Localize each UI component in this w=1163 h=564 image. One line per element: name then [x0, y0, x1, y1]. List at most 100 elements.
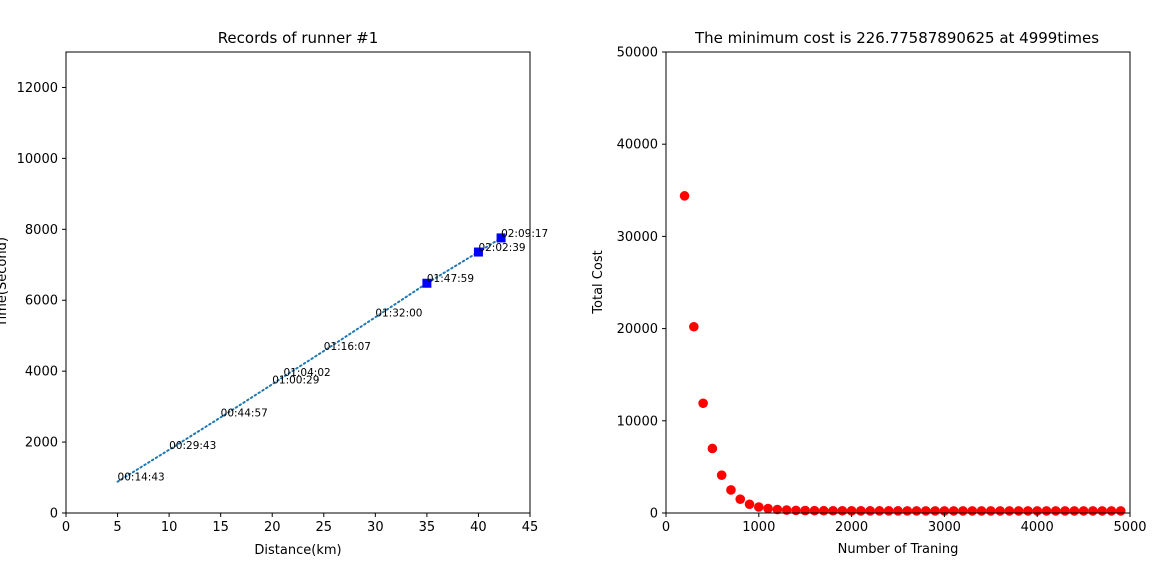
data-label: 00:44:57	[221, 407, 268, 419]
data-point	[930, 506, 940, 516]
x-tick-label: 25	[316, 520, 333, 535]
y-tick-label: 8000	[25, 223, 58, 238]
series-line	[116, 236, 503, 483]
y-tick-label: 40000	[617, 138, 658, 153]
data-point	[911, 506, 922, 516]
y-tick-label: 50000	[617, 46, 658, 61]
plot-area: 00:14:43 00:29:43 00:44:57 01:00:2901:04:02…	[116, 228, 548, 484]
data-point	[772, 504, 783, 515]
x-tick-label: 5000	[1113, 520, 1146, 535]
x-tick-label: 2000	[835, 520, 868, 535]
data-label: 01:47:59	[427, 273, 474, 285]
data-label: 02:02:39	[478, 242, 525, 254]
data-point	[1041, 506, 1052, 516]
data-label: 01:16:07	[324, 341, 371, 353]
data-point	[856, 506, 866, 516]
x-tick-label: 0	[62, 520, 70, 535]
data-point	[689, 321, 699, 332]
x-tick-label: 45	[522, 520, 539, 535]
data-point	[893, 506, 903, 516]
data-point	[976, 506, 987, 516]
axis-ticks: 0 5 10 15 20 25 30 35 40 45 0 2000 4000 6000 8000 10000…	[17, 81, 539, 535]
x-tick-label: 1000	[742, 520, 775, 535]
y-axis-label: Time(Second)	[0, 237, 10, 328]
data-point	[1115, 506, 1126, 516]
chart-runner-records: Records of runner #1 00:14:4300:29:4300:…	[0, 29, 548, 558]
chart-title: The minimum cost is 226.77587890625 at 4…	[694, 29, 1099, 47]
x-tick-label: 3000	[928, 520, 961, 535]
data-point	[809, 505, 820, 516]
x-tick-label: 0	[662, 520, 670, 535]
y-tick-label: 20000	[617, 322, 658, 337]
data-point	[679, 191, 690, 201]
data-label: 02:09:17	[501, 228, 548, 240]
data-point	[763, 503, 773, 514]
data-label: 01:32:00	[375, 307, 422, 319]
x-tick-label: 5	[113, 520, 121, 535]
y-tick-label: 0	[50, 507, 58, 522]
data-point	[698, 398, 708, 409]
data-point	[865, 506, 875, 516]
y-tick-label: 4000	[25, 365, 58, 380]
chart-training-cost: The minimum cost is 226.77587890625 at 4…	[591, 29, 1147, 557]
y-tick-label: 2000	[25, 436, 58, 451]
data-point	[735, 494, 746, 504]
x-tick-label: 20	[264, 520, 281, 535]
axis-ticks: 0 1000 2000 3000 4000 50000100002000030000400…	[617, 46, 1147, 536]
data-point	[1060, 506, 1070, 516]
data-point	[1097, 506, 1107, 516]
y-tick-label: 6000	[25, 294, 58, 309]
data-point	[800, 505, 810, 516]
data-point	[902, 506, 913, 516]
data-point	[754, 502, 764, 512]
data-point	[744, 499, 755, 510]
axes-frame	[665, 51, 1131, 514]
x-tick-label: 4000	[1021, 520, 1054, 535]
y-tick-label: 10000	[617, 414, 658, 429]
data-point	[791, 505, 801, 516]
data-point-marker	[422, 278, 432, 288]
data-point	[958, 506, 968, 516]
data-point	[1106, 506, 1117, 516]
data-point	[986, 506, 996, 516]
x-tick-label: 10	[161, 520, 178, 535]
data-point	[818, 505, 829, 516]
x-tick-label: 30	[367, 520, 384, 535]
y-tick-label: 10000	[17, 152, 58, 167]
data-point	[781, 505, 792, 515]
data-point	[707, 443, 718, 454]
data-point	[967, 506, 978, 516]
data-label: 01:00:29	[272, 374, 319, 386]
x-tick-label: 15	[212, 520, 229, 535]
data-label: 01:04:02	[284, 367, 331, 379]
y-tick-label: 30000	[617, 230, 658, 245]
x-axis-label: Distance(km)	[254, 543, 341, 558]
x-axis-label: Number of Traning	[838, 542, 959, 557]
data-point	[948, 506, 959, 516]
data-point	[1078, 506, 1089, 516]
data-point-marker	[473, 247, 483, 257]
y-tick-label: 0	[650, 507, 658, 522]
data-point	[837, 505, 848, 516]
data-label: 00:29:43	[169, 440, 216, 452]
data-point	[1013, 506, 1024, 516]
data-point	[995, 506, 1005, 516]
data-point	[883, 506, 894, 516]
data-point	[1050, 506, 1061, 516]
axes-frame	[65, 51, 531, 514]
data-point-marker	[496, 233, 506, 243]
data-point	[726, 485, 736, 495]
data-point	[1069, 506, 1080, 516]
chart-title: Records of runner #1	[218, 29, 379, 47]
x-tick-label: 40	[470, 520, 487, 535]
x-tick-label: 35	[419, 520, 436, 535]
data-label: 00:14:43	[118, 472, 165, 484]
data-point	[1004, 506, 1015, 516]
data-point	[716, 470, 727, 480]
data-point	[1088, 506, 1098, 516]
y-axis-label: Total Cost	[591, 250, 606, 314]
y-tick-label: 12000	[17, 81, 58, 96]
data-point	[921, 506, 931, 516]
